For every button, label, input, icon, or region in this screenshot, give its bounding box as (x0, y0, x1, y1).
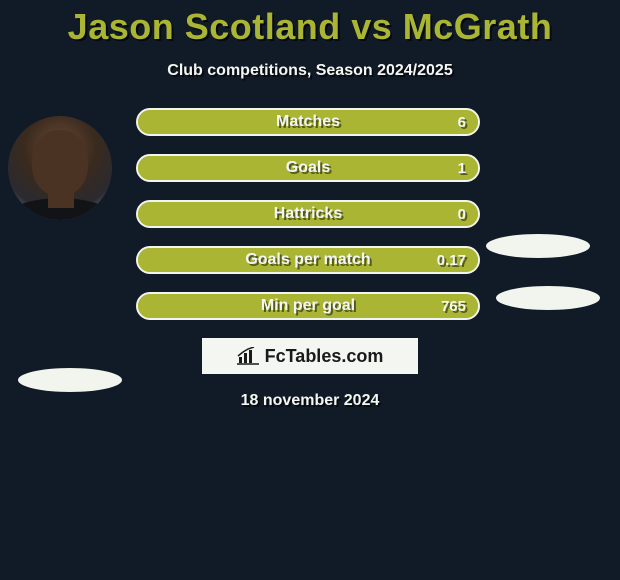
stat-bar-matches: Matches 6 (136, 108, 480, 136)
brand-text: FcTables.com (265, 346, 384, 367)
stat-label: Matches (138, 110, 478, 134)
stat-bar-mpg: Min per goal 765 (136, 292, 480, 320)
bar-chart-icon (237, 347, 259, 365)
stat-label: Goals per match (138, 248, 478, 272)
stat-value: 0 (458, 202, 466, 226)
placeholder-oval-right-2 (496, 286, 600, 310)
player-avatar (8, 116, 112, 220)
placeholder-oval-right-1 (486, 234, 590, 258)
placeholder-oval-left (18, 368, 122, 392)
page-subtitle: Club competitions, Season 2024/2025 (0, 62, 620, 80)
stat-bar-gpm: Goals per match 0.17 (136, 246, 480, 274)
stat-value: 6 (458, 110, 466, 134)
stat-value: 0.17 (437, 248, 466, 272)
stat-label: Hattricks (138, 202, 478, 226)
stat-label: Min per goal (138, 294, 478, 318)
brand-badge: FcTables.com (202, 338, 418, 374)
page-title: Jason Scotland vs McGrath (0, 0, 620, 48)
stat-bar-goals: Goals 1 (136, 154, 480, 182)
stat-bars: Matches 6 Goals 1 Hattricks 0 Goals per … (136, 108, 480, 320)
date-label: 18 november 2024 (0, 392, 620, 410)
comparison-panel: Matches 6 Goals 1 Hattricks 0 Goals per … (0, 108, 620, 410)
stat-label: Goals (138, 156, 478, 180)
stat-value: 1 (458, 156, 466, 180)
stat-value: 765 (441, 294, 466, 318)
stat-bar-hattricks: Hattricks 0 (136, 200, 480, 228)
